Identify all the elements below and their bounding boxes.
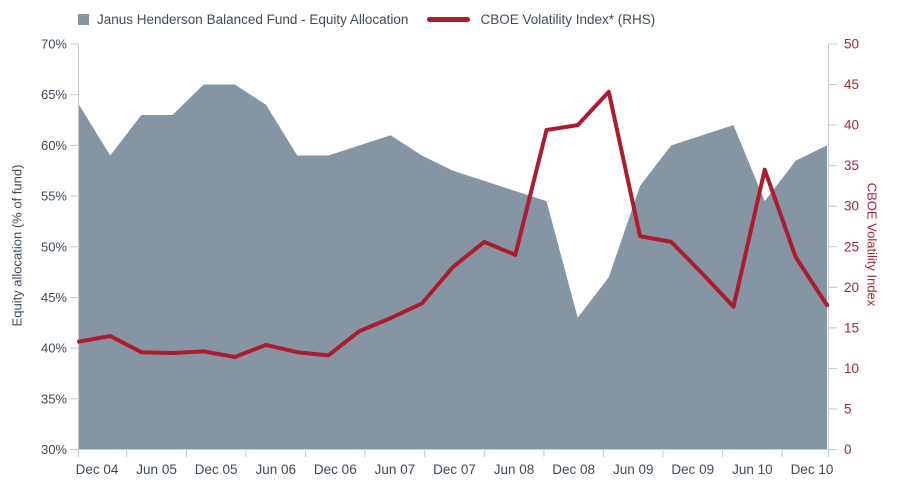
equity-square-icon — [78, 14, 89, 25]
right-axis-tick-label: 25 — [844, 239, 859, 254]
left-axis-tick-label: 60% — [41, 138, 67, 153]
left-axis-tick-label: 50% — [41, 239, 67, 254]
x-axis-tick-label: Dec 04 — [76, 462, 119, 477]
left-axis-tick-label: 65% — [41, 87, 67, 102]
left-axis-tick-label: 40% — [41, 341, 67, 356]
left-axis-tick-label: 70% — [41, 37, 67, 52]
legend-item-equity: Janus Henderson Balanced Fund - Equity A… — [78, 12, 408, 27]
x-axis-tick-label: Dec 10 — [791, 462, 834, 477]
x-axis-tick-label: Jun 10 — [732, 462, 773, 477]
x-axis-tick-label: Dec 08 — [552, 462, 595, 477]
left-axis-tick-label: 35% — [41, 391, 67, 406]
right-axis-tick-label: 15 — [844, 320, 859, 335]
x-axis-tick-label: Jun 07 — [375, 462, 416, 477]
x-axis-tick-label: Jun 08 — [494, 462, 535, 477]
legend: Janus Henderson Balanced Fund - Equity A… — [78, 12, 655, 27]
x-axis-tick-label: Jun 09 — [613, 462, 654, 477]
right-axis-tick-label: 45 — [844, 77, 859, 92]
legend-item-vix: CBOE Volatility Index* (RHS) — [427, 12, 655, 27]
right-axis-tick-label: 0 — [844, 442, 852, 457]
x-axis-tick-label: Dec 05 — [195, 462, 238, 477]
x-axis-tick-label: Dec 09 — [671, 462, 714, 477]
x-axis-tick-label: Dec 07 — [433, 462, 476, 477]
right-axis-tick-label: 35 — [844, 158, 859, 173]
axis-tick-labels: 70%65%60%55%50%45%40%35%30%5045403530252… — [41, 37, 859, 478]
vix-line-icon — [427, 17, 471, 22]
left-axis-tick-label: 55% — [41, 189, 67, 204]
x-axis-tick-label: Jun 06 — [255, 462, 296, 477]
right-axis-tick-label: 40 — [844, 118, 859, 133]
right-axis-tick-label: 20 — [844, 280, 859, 295]
vix-legend-label: CBOE Volatility Index* (RHS) — [480, 12, 656, 27]
right-axis-tick-label: 30 — [844, 199, 859, 214]
equity-legend-label: Janus Henderson Balanced Fund - Equity A… — [97, 12, 409, 27]
right-axis-tick-label: 10 — [844, 361, 859, 376]
left-axis-title: Equity allocation (% of fund) — [9, 164, 25, 327]
x-axis-tick-label: Dec 06 — [314, 462, 357, 477]
axes-lines — [70, 43, 837, 457]
left-axis-tick-label: 30% — [41, 442, 67, 457]
right-axis-tick-label: 5 — [844, 401, 852, 416]
x-axis-tick-label: Jun 05 — [136, 462, 177, 477]
right-axis-tick-label: 50 — [844, 37, 859, 52]
right-axis-title: CBOE Volatility Index — [864, 182, 880, 307]
left-axis-tick-label: 45% — [41, 290, 67, 305]
vix-line — [77, 89, 829, 359]
